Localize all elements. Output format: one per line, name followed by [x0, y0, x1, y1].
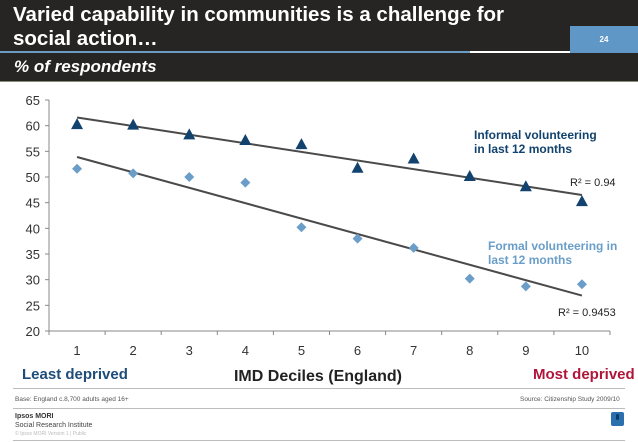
informal-data-point — [575, 195, 588, 207]
formal-data-point — [128, 168, 139, 179]
x-tick-label: 1 — [73, 343, 80, 358]
formal-data-point — [520, 281, 531, 292]
title-bar: Varied capability in communities is a ch… — [0, 0, 638, 51]
formal-series-label-line1: Formal volunteering in — [488, 239, 617, 253]
formal-data-point — [296, 222, 307, 233]
informal-series-label-line2: in last 12 months — [474, 142, 572, 156]
informal-data-point — [295, 138, 308, 150]
x-tick-label: 7 — [410, 343, 417, 358]
informal-data-point — [407, 152, 420, 164]
x-tick-label: 9 — [522, 343, 529, 358]
x-tick-label: 2 — [130, 343, 137, 358]
base-note: Base: England c.8,700 adults aged 16+ — [15, 396, 129, 403]
informal-data-point — [351, 161, 364, 173]
data-points — [71, 118, 588, 292]
formal-r-squared-label: R² = 0.9453 — [558, 307, 616, 319]
trendline-informal — [76, 116, 583, 196]
x-tick-label: 4 — [242, 343, 249, 358]
formal-data-point — [72, 163, 83, 174]
y-tick-label: 65 — [26, 93, 40, 108]
informal-data-point — [463, 169, 476, 181]
footer-divider-bottom — [13, 440, 625, 441]
x-tick-label: 8 — [466, 343, 473, 358]
slide-title: Varied capability in communities is a ch… — [13, 3, 505, 50]
y-tick-label: 40 — [26, 221, 40, 236]
x-tick-label: 10 — [575, 343, 589, 358]
formal-data-point — [240, 177, 251, 188]
informal-data-point — [127, 118, 140, 130]
informal-r-squared-label: R² = 0.94 — [570, 177, 616, 189]
least-deprived-label: Least deprived — [22, 366, 128, 383]
x-tick-label: 5 — [298, 343, 305, 358]
informal-data-point — [183, 128, 196, 140]
footer-divider-middle — [13, 408, 625, 409]
y-tick-label: 60 — [26, 119, 40, 134]
informal-series-label-line1: Informal volunteering — [474, 128, 597, 142]
page-number-badge: 24 — [570, 26, 638, 53]
formal-series-label-line2: last 12 months — [488, 253, 572, 267]
source-note: Source: Citizenship Study 2009/10 — [520, 396, 620, 403]
y-tick-label: 45 — [26, 196, 40, 211]
trendlines — [76, 116, 583, 297]
formal-data-point — [576, 279, 587, 290]
x-tick-label: 3 — [186, 343, 193, 358]
ipsos-logo-icon — [611, 412, 624, 426]
formal-data-point — [352, 233, 363, 244]
brand-name: Ipsos MORI — [15, 413, 54, 420]
footer-divider-top — [13, 388, 625, 389]
copyright-note: © Ipsos MORI Version 1 | Public — [15, 431, 87, 437]
formal-data-point — [408, 242, 419, 253]
y-tick-label: 20 — [26, 324, 40, 339]
chart-annotations: Informal volunteering in last 12 months … — [474, 128, 617, 319]
formal-data-point — [464, 273, 475, 284]
brand-division: Social Research Institute — [15, 422, 93, 429]
chart-subtitle: % of respondents — [14, 57, 157, 76]
y-tick-label: 25 — [26, 298, 40, 313]
title-divider — [0, 51, 470, 53]
y-tick-label: 35 — [26, 247, 40, 262]
formal-data-point — [184, 172, 195, 182]
x-tick-label: 6 — [354, 343, 361, 358]
y-tick-label: 50 — [26, 170, 40, 185]
informal-data-point — [239, 134, 252, 146]
y-tick-label: 55 — [26, 144, 40, 159]
informal-data-point — [519, 180, 532, 192]
trendline-formal — [76, 156, 583, 297]
x-axis-title: IMD Deciles (England) — [233, 368, 403, 385]
subtitle-bar: % of respondents — [0, 53, 638, 82]
most-deprived-label: Most deprived — [533, 366, 635, 383]
y-tick-label: 30 — [26, 273, 40, 288]
informal-data-point — [71, 118, 84, 130]
